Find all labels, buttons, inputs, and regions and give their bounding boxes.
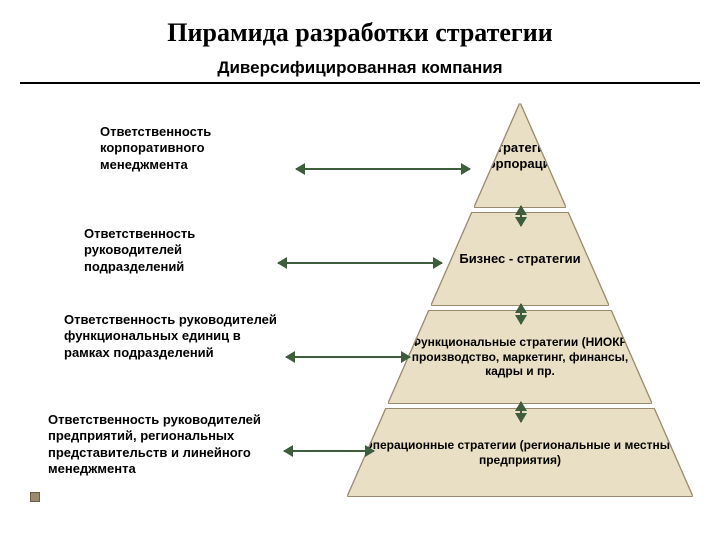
pyramid-layer-label: Стратегия корпорации (481, 140, 558, 171)
slide-bullet (30, 492, 40, 502)
connector-arrow-2 (286, 356, 410, 358)
pyramid-layer-label: Функциональные стратегии (НИОКР, произво… (397, 335, 643, 378)
connector-arrow-0 (296, 168, 470, 170)
responsibility-label-3: Ответственность руководителей предприяти… (48, 412, 278, 477)
horizontal-rule (20, 82, 700, 84)
connector-arrow-3 (284, 450, 374, 452)
responsibility-label-2: Ответственность руководителей функционал… (64, 312, 284, 361)
pyramid-layer-label: Бизнес - стратегии (459, 251, 580, 267)
page-subtitle: Диверсифицированная компания (0, 58, 720, 78)
pyramid-layer-0: Стратегия корпорации (475, 104, 565, 207)
connector-arrow-1 (278, 262, 442, 264)
layer-connector-1 (520, 304, 522, 324)
responsibility-label-1: Ответственность руководителей подразделе… (84, 226, 274, 275)
layer-connector-2 (520, 402, 522, 422)
page-title: Пирамида разработки стратегии (0, 18, 720, 48)
pyramid-layer-label: Операционные стратегии (региональные и м… (356, 438, 684, 467)
layer-connector-0 (520, 206, 522, 226)
responsibility-label-0: Ответственность корпоративного менеджмен… (100, 124, 290, 173)
